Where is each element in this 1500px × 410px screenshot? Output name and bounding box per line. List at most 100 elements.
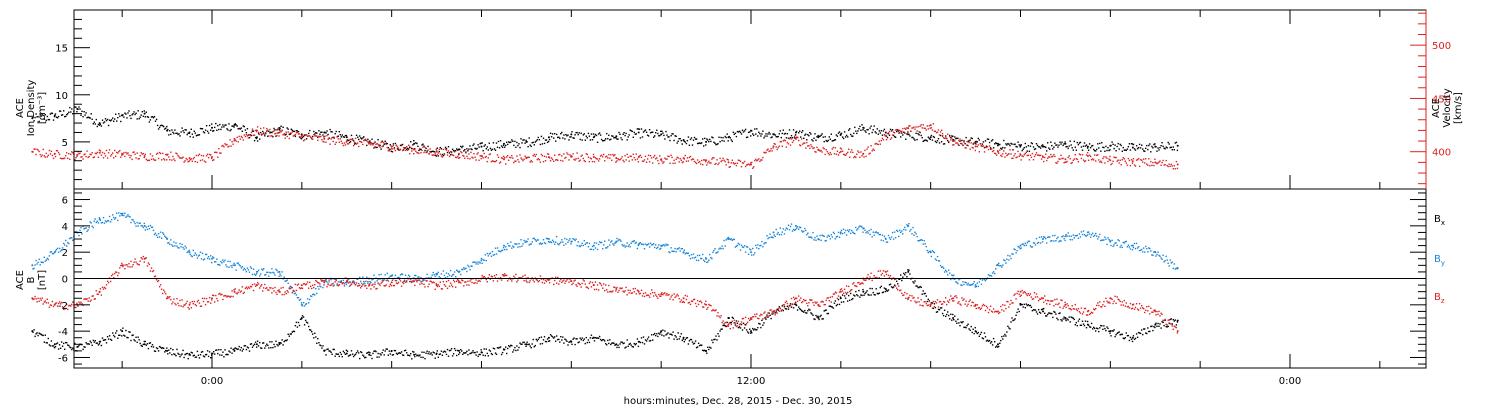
- series-by-point: [540, 243, 543, 245]
- series-bx-point: [919, 285, 921, 288]
- series-bx-point: [252, 344, 255, 347]
- series-bx-point: [901, 279, 903, 282]
- series-bx-point: [154, 350, 157, 352]
- series-ion-density-point: [740, 133, 743, 135]
- series-by-point: [134, 222, 136, 225]
- series-by-point: [496, 247, 499, 249]
- series-ion-density-point: [971, 137, 973, 140]
- series-velocity-point: [859, 156, 861, 158]
- series-bx-point: [1025, 303, 1027, 305]
- series-ion-density-point: [830, 133, 832, 135]
- series-velocity-point: [196, 161, 199, 163]
- series-bx-point: [825, 309, 827, 311]
- series-ion-density-point: [1076, 141, 1078, 144]
- series-ion-density-point: [611, 135, 613, 137]
- series-ion-density-point: [925, 139, 927, 141]
- series-velocity-point: [41, 154, 43, 156]
- series-by-point: [128, 215, 130, 218]
- series-bz-point: [266, 287, 268, 289]
- series-velocity-point: [839, 147, 842, 149]
- series-velocity-point: [1157, 162, 1159, 164]
- series-by-point: [381, 279, 383, 281]
- series-bx-point: [428, 351, 430, 353]
- series-by-point: [377, 278, 379, 281]
- series-ion-density-point: [657, 132, 659, 135]
- series-velocity-point: [1006, 154, 1008, 157]
- series-by-point: [278, 275, 280, 277]
- series-ion-density-point: [249, 134, 252, 136]
- series-by-point: [557, 243, 559, 245]
- series-by-point: [1062, 235, 1064, 237]
- series-by-point: [655, 244, 657, 246]
- series-by-marker: [817, 238, 820, 240]
- series-by-point: [376, 280, 378, 282]
- series-velocity-point: [908, 125, 910, 127]
- series-ion-density-point: [502, 144, 505, 146]
- series-ion-density-point: [1109, 149, 1111, 151]
- series-bx-point: [527, 343, 529, 346]
- series-bx-point: [922, 290, 924, 292]
- series-bx-point: [990, 341, 993, 343]
- series-by-point: [631, 240, 633, 243]
- series-bx-point: [1154, 326, 1156, 329]
- series-velocity-point: [1121, 159, 1123, 161]
- series-bx-point: [314, 332, 316, 334]
- series-bx-point: [658, 332, 660, 334]
- series-bx-point: [1109, 332, 1111, 334]
- series-by-point: [893, 231, 896, 233]
- series-bz-point: [182, 306, 184, 308]
- series-by-point: [1115, 242, 1117, 244]
- series-velocity-point: [333, 136, 335, 139]
- series-by-point: [383, 279, 385, 281]
- series-by-point: [1002, 264, 1004, 266]
- series-bz-point: [56, 305, 59, 307]
- series-by-point: [489, 252, 492, 254]
- series-velocity-point: [923, 127, 925, 129]
- series-ion-density-point: [317, 136, 319, 139]
- series-bx-point: [520, 343, 522, 345]
- series-bx-point: [401, 354, 404, 356]
- series-ion-density-point: [712, 137, 714, 139]
- series-ion-density-point: [710, 140, 712, 143]
- series-bx-point: [1046, 315, 1048, 317]
- series-bz-point: [147, 262, 150, 264]
- series-by-point: [1161, 258, 1163, 260]
- series-velocity-point: [737, 159, 740, 161]
- series-velocity-point: [276, 134, 278, 137]
- series-ion-density-point: [276, 129, 278, 131]
- series-velocity-point: [531, 161, 533, 163]
- series-bx-point: [683, 341, 685, 343]
- series-ion-density-point: [845, 134, 848, 137]
- series-bx-point: [969, 329, 971, 331]
- series-by-point: [1158, 254, 1160, 257]
- series-bx-point: [700, 344, 702, 346]
- series-ion-density-point: [339, 134, 341, 136]
- series-bx-point: [835, 304, 838, 307]
- series-velocity-point: [825, 149, 827, 151]
- series-ion-density-point: [133, 111, 135, 113]
- series-bx-point: [381, 352, 383, 354]
- series-by-point: [698, 254, 701, 257]
- series-bx-point: [359, 357, 361, 360]
- series-velocity-point: [579, 159, 581, 161]
- series-by-point: [553, 241, 555, 243]
- series-velocity-point: [275, 132, 277, 135]
- series-ion-density-point: [514, 140, 516, 143]
- series-ion-density-point: [977, 137, 979, 140]
- series-velocity-point: [1054, 155, 1056, 158]
- series-by-point: [100, 222, 103, 224]
- series-bz-point: [299, 287, 302, 290]
- series-bx-point: [119, 334, 121, 336]
- series-velocity-point: [434, 152, 436, 154]
- series-velocity-point: [277, 128, 279, 130]
- series-ion-density-point: [582, 134, 584, 136]
- series-by-point: [1098, 236, 1100, 238]
- series-by-point: [644, 243, 647, 245]
- series-bz-point: [84, 298, 86, 300]
- series-by-point: [330, 278, 332, 281]
- series-velocity-point: [739, 160, 742, 163]
- series-by-point: [67, 241, 69, 244]
- series-ion-density-point: [654, 135, 656, 137]
- series-velocity-point: [397, 147, 400, 149]
- series-ion-density-point: [91, 118, 93, 120]
